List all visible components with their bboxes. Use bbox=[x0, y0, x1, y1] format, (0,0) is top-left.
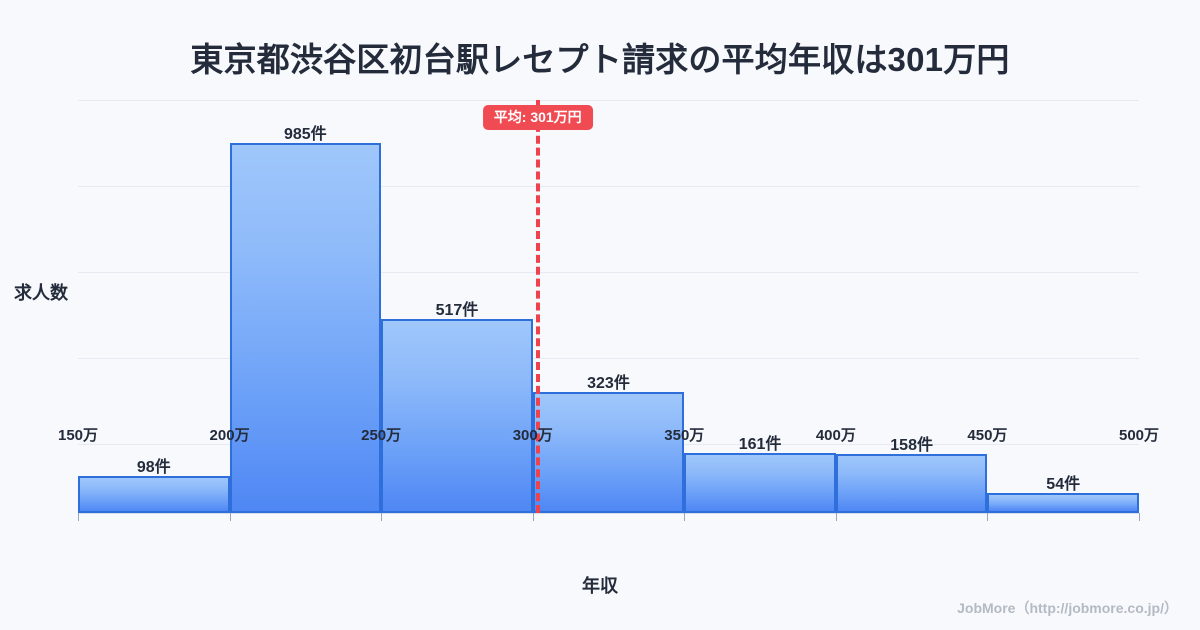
bar-value-label: 54件 bbox=[1046, 475, 1081, 493]
x-axis-tick bbox=[835, 513, 837, 521]
bar-value-label: 158件 bbox=[890, 436, 933, 454]
x-axis-title: 年収 bbox=[582, 576, 618, 596]
x-axis-line bbox=[78, 513, 1139, 514]
y-axis-title: 求人数 bbox=[14, 283, 68, 303]
x-axis-tick-label: 150万 bbox=[57, 427, 99, 444]
histogram-bar bbox=[684, 452, 836, 513]
bar-value-label: 517件 bbox=[435, 301, 479, 319]
histogram-bar bbox=[532, 391, 685, 513]
x-axis-tick bbox=[684, 513, 686, 521]
gridline bbox=[78, 100, 1139, 101]
gridline bbox=[78, 272, 1139, 273]
x-axis-tick bbox=[78, 513, 79, 521]
x-axis-tick bbox=[532, 513, 534, 521]
x-axis-tick-label: 400万 bbox=[815, 427, 856, 444]
x-axis-tick-label: 350万 bbox=[664, 427, 705, 444]
x-axis-tick-label: 200万 bbox=[209, 427, 250, 444]
x-axis-tick bbox=[987, 513, 989, 521]
mean-reference-line bbox=[535, 100, 540, 513]
source-watermark: JobMore（http://jobmore.co.jp/） bbox=[957, 600, 1178, 616]
x-axis-tick bbox=[381, 513, 383, 521]
plot-area bbox=[78, 100, 1140, 521]
x-axis-tick bbox=[1139, 513, 1140, 521]
gridline bbox=[78, 186, 1139, 187]
x-axis-tick-label: 450万 bbox=[967, 427, 1008, 444]
histogram-bar bbox=[987, 492, 1139, 513]
bar-value-label: 323件 bbox=[587, 374, 630, 392]
x-axis-tick-label: 500万 bbox=[1118, 427, 1160, 444]
histogram-bar bbox=[835, 453, 988, 513]
histogram-bar bbox=[381, 318, 533, 513]
bar-value-label: 985件 bbox=[283, 126, 327, 144]
x-axis-tick bbox=[229, 513, 231, 521]
x-axis-tick-label: 250万 bbox=[361, 427, 402, 444]
bar-value-label: 161件 bbox=[738, 435, 782, 453]
mean-value-badge: 平均: 301万円 bbox=[482, 105, 593, 130]
gridline bbox=[78, 358, 1139, 359]
histogram-bar bbox=[78, 476, 230, 513]
histogram-bar bbox=[229, 143, 382, 513]
bar-value-label: 98件 bbox=[136, 459, 171, 477]
page-title: 東京都渋谷区初台駅レセプト請求の平均年収は301万円 bbox=[190, 41, 1010, 78]
x-axis-tick-label: 300万 bbox=[512, 427, 553, 444]
